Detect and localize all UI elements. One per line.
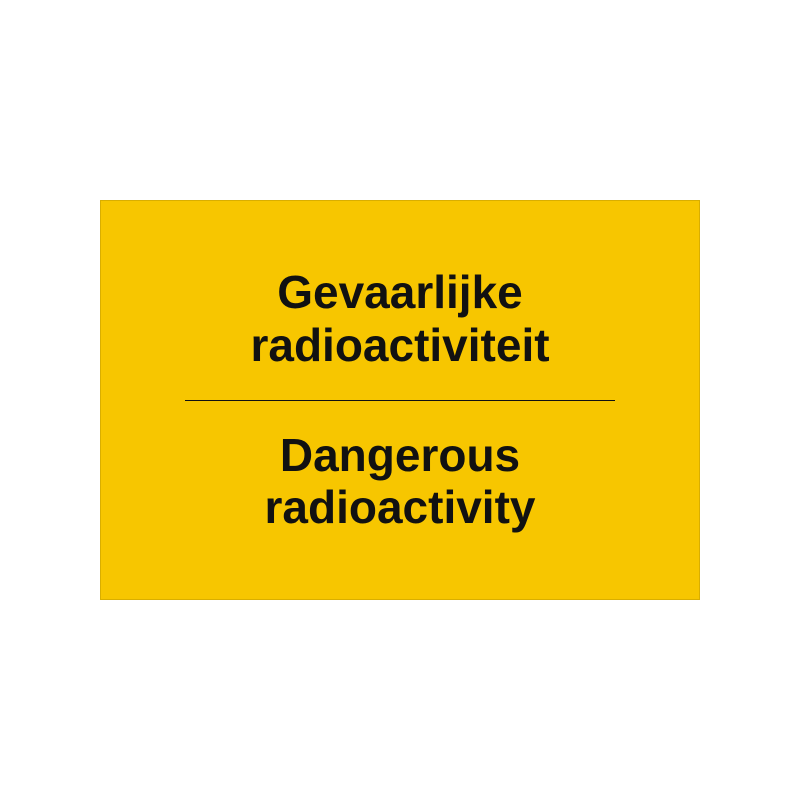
bottom-line-1: Dangerous xyxy=(265,429,536,482)
warning-sign: Gevaarlijke radioactiviteit Dangerous ra… xyxy=(100,200,700,600)
divider-line xyxy=(185,400,615,401)
bottom-line-2: radioactivity xyxy=(265,481,536,534)
bottom-text-block: Dangerous radioactivity xyxy=(265,429,536,535)
top-line-1: Gevaarlijke xyxy=(250,266,549,319)
top-line-2: radioactiviteit xyxy=(250,319,549,372)
top-text-block: Gevaarlijke radioactiviteit xyxy=(250,266,549,372)
